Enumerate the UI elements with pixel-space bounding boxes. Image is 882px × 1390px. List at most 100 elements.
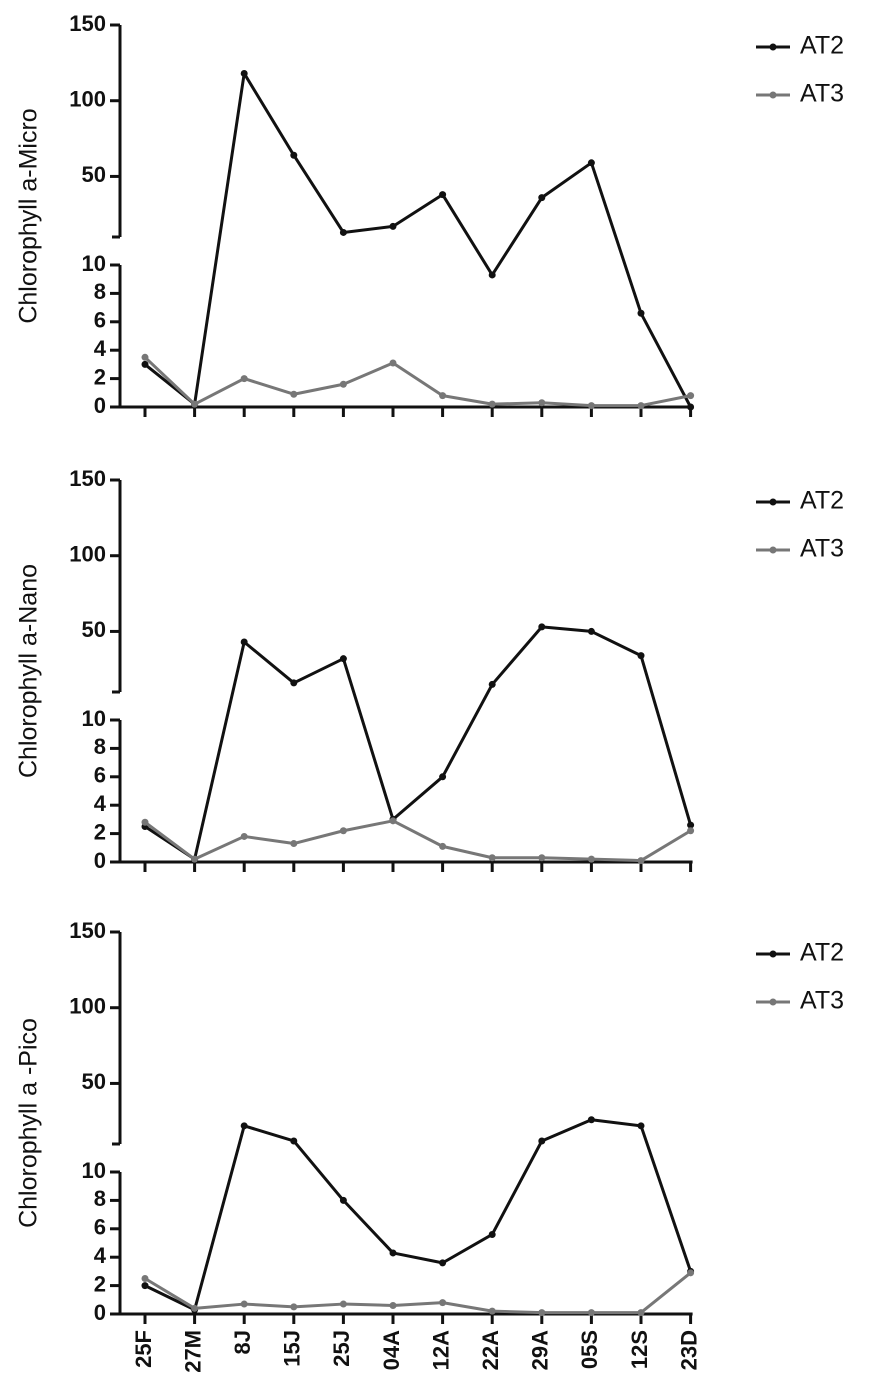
y-tick-label: 0 — [94, 848, 106, 873]
point — [538, 1137, 546, 1145]
point — [439, 842, 447, 850]
y-tick-label: 6 — [94, 763, 106, 788]
point — [290, 840, 298, 848]
point — [538, 194, 546, 202]
x-tick-label: 27M — [180, 1330, 205, 1373]
legend-marker — [769, 998, 777, 1006]
x-tick-label: 05S — [577, 1330, 602, 1369]
point — [687, 827, 695, 835]
y-tick-label: 150 — [69, 466, 106, 491]
point — [290, 1303, 298, 1311]
legend-label: AT3 — [800, 987, 844, 1015]
point — [339, 380, 347, 388]
point — [587, 1116, 595, 1124]
series-line — [144, 625, 693, 861]
point — [488, 400, 496, 408]
point — [290, 390, 298, 398]
legend-marker — [769, 950, 777, 958]
legend-marker — [769, 43, 777, 51]
x-tick-label: 25F — [131, 1330, 156, 1368]
y-tick-label: 2 — [94, 364, 106, 389]
x-tick-label: 23D — [676, 1330, 701, 1370]
point — [439, 1299, 447, 1307]
y-axis-label: Chlorophyll a-Micro — [15, 108, 43, 323]
point — [538, 1309, 546, 1317]
series-line — [143, 356, 691, 408]
x-tick-label: 25J — [329, 1330, 354, 1367]
point — [191, 855, 199, 863]
y-tick-label: 6 — [94, 308, 106, 333]
x-tick-label: 8J — [230, 1330, 255, 1354]
y-tick-label: 10 — [82, 706, 106, 731]
point — [141, 1282, 149, 1290]
legend-marker — [769, 546, 777, 554]
y-tick-label: 8 — [94, 734, 106, 759]
point — [538, 623, 546, 631]
point — [141, 360, 149, 368]
point — [538, 399, 546, 407]
y-tick-label: 10 — [82, 1158, 106, 1183]
point — [687, 1269, 695, 1277]
legend-label: AT3 — [800, 535, 844, 563]
legend-label: AT3 — [800, 80, 844, 108]
y-tick-label: 50 — [82, 617, 106, 642]
point — [637, 1122, 645, 1130]
point — [141, 1275, 149, 1282]
legend-label: AT2 — [800, 939, 844, 967]
point — [637, 652, 645, 660]
point — [141, 818, 149, 826]
point — [488, 854, 496, 862]
legend-marker — [769, 91, 777, 99]
y-tick-label: 0 — [94, 393, 106, 418]
series-line — [144, 1118, 693, 1312]
y-tick-label: 0 — [94, 1300, 106, 1325]
series-line — [144, 1271, 692, 1315]
y-tick-label: 4 — [94, 1243, 107, 1268]
x-tick-label: 12S — [627, 1330, 652, 1369]
point — [439, 392, 447, 400]
x-tick-label: 22A — [478, 1330, 503, 1370]
point — [687, 821, 695, 829]
point — [290, 1137, 298, 1145]
point — [141, 353, 149, 361]
point — [240, 69, 248, 77]
point — [538, 854, 546, 862]
point — [637, 1309, 645, 1317]
point — [339, 655, 347, 663]
point — [488, 680, 496, 688]
legend-marker — [769, 498, 777, 506]
x-tick-label: 12A — [428, 1330, 453, 1370]
point — [488, 1230, 496, 1238]
point — [637, 309, 645, 317]
point — [587, 159, 595, 167]
x-tick-label: 15J — [280, 1330, 305, 1367]
y-tick-label: 150 — [69, 918, 106, 943]
y-tick-label: 4 — [94, 791, 107, 816]
y-tick-label: 50 — [82, 162, 106, 187]
y-axis-label: Chlorophyll a -Pico — [15, 1018, 43, 1228]
y-tick-label: 100 — [69, 542, 106, 567]
point — [587, 402, 595, 410]
point — [587, 1309, 595, 1317]
series-line — [144, 819, 692, 863]
y-tick-label: 150 — [69, 11, 106, 36]
point — [637, 402, 645, 410]
y-tick-label: 2 — [94, 1271, 106, 1296]
point — [439, 773, 447, 781]
point — [587, 855, 595, 863]
point — [339, 1196, 347, 1204]
point — [290, 151, 298, 159]
legend-label: AT2 — [800, 487, 844, 515]
point — [240, 638, 248, 646]
y-tick-label: 100 — [69, 994, 106, 1019]
y-tick-label: 10 — [82, 251, 106, 276]
point — [488, 1307, 496, 1315]
point — [240, 1300, 248, 1308]
point — [637, 857, 645, 865]
y-tick-label: 50 — [82, 1069, 106, 1094]
point — [389, 817, 397, 825]
point — [240, 832, 248, 840]
point — [339, 1300, 347, 1308]
